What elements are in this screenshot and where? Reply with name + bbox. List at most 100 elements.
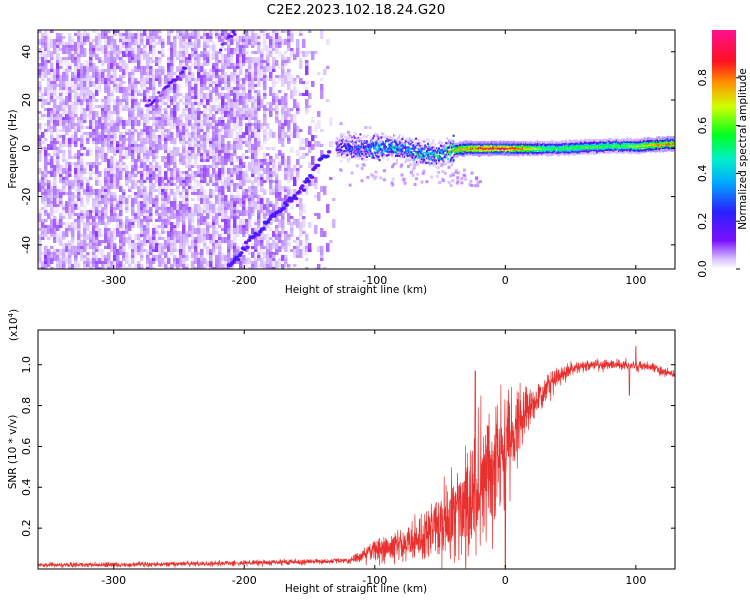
heatmap-cell	[80, 69, 84, 78]
heatmap-cell	[50, 258, 54, 264]
heatmap-cell	[200, 261, 204, 269]
heatmap-cell	[167, 255, 171, 258]
heatmap-cell	[167, 123, 171, 126]
heatmap-carrier-cell	[348, 133, 351, 136]
heatmap-cell	[233, 195, 237, 201]
heatmap-cell	[134, 267, 138, 269]
heatmap-cell	[438, 181, 442, 184]
heatmap-cell	[119, 195, 123, 201]
heatmap-carrier-cell	[438, 151, 441, 154]
heatmap-cell	[179, 171, 183, 180]
heatmap-cell	[194, 39, 198, 45]
heatmap-carrier-cell	[342, 153, 344, 156]
heatmap-cell	[125, 174, 129, 177]
heatmap-cell	[77, 126, 81, 129]
heatmap-cell	[197, 153, 201, 156]
heatmap-cell	[104, 261, 108, 264]
heatmap-cell	[95, 105, 99, 108]
heatmap-cell	[62, 249, 66, 258]
heatmap-cell	[257, 132, 261, 141]
heatmap-cell	[170, 174, 174, 177]
heatmap-carrier-cell	[438, 147, 440, 150]
heatmap-cell	[116, 57, 120, 60]
heatmap-cell	[302, 51, 306, 57]
heatmap-cell	[176, 36, 180, 39]
heatmap-cell	[179, 114, 183, 123]
heatmap-carrier-cell	[448, 161, 451, 164]
heatmap-cell	[308, 162, 312, 168]
heatmap-cell	[104, 84, 108, 93]
heatmap-cell	[239, 162, 243, 165]
heatmap-cell	[86, 192, 90, 195]
heatmap-cell	[134, 216, 138, 222]
heatmap-cell	[203, 63, 207, 66]
heatmap-cell	[47, 36, 51, 42]
heatmap-cell	[155, 126, 159, 129]
heatmap-cell	[188, 240, 192, 246]
heatmap-cell	[275, 45, 279, 48]
heatmap-cell	[113, 48, 117, 54]
heatmap-cell	[302, 39, 306, 48]
heatmap-cell	[257, 234, 261, 243]
heatmap-cell	[98, 33, 102, 42]
heatmap-cell	[110, 111, 114, 114]
heatmap-cell	[131, 102, 135, 111]
heatmap-cell	[167, 222, 171, 225]
heatmap-cell	[122, 75, 126, 78]
heatmap-cell	[263, 36, 267, 39]
heatmap-cell	[320, 30, 324, 39]
heatmap-cell	[320, 90, 324, 99]
heatmap-cell	[182, 162, 186, 165]
heatmap-cell	[98, 192, 102, 198]
heatmap-cell	[116, 255, 120, 261]
heatmap-cell	[128, 33, 132, 39]
heatmap-cell	[278, 36, 282, 45]
heatmap-cell	[185, 141, 189, 144]
heatmap-cell	[188, 249, 192, 252]
heatmap-cell	[176, 153, 180, 156]
heatmap-cell	[101, 114, 105, 117]
heatmap-cell	[44, 255, 48, 264]
heatmap-cell	[185, 78, 189, 84]
heatmap-cell	[436, 166, 440, 170]
heatmap-cell	[77, 138, 81, 141]
heatmap-cell	[179, 258, 183, 267]
heatmap-cell	[38, 228, 42, 231]
heatmap-cell	[44, 36, 48, 42]
heatmap-cell	[53, 228, 57, 234]
heatmap-cell	[173, 96, 177, 102]
heatmap-cell	[131, 132, 135, 135]
heatmap-cell	[413, 162, 417, 166]
heatmap-cell	[200, 66, 204, 72]
heatmap-cell	[242, 33, 246, 36]
heatmap-cell	[245, 42, 249, 45]
heatmap-cell	[95, 90, 99, 96]
heatmap-cell	[227, 258, 231, 261]
heatmap-cell	[218, 267, 222, 269]
heatmap-cell	[245, 150, 249, 153]
heatmap-cell	[89, 120, 93, 129]
heatmap-cell	[176, 66, 180, 72]
heatmap-cell	[158, 225, 162, 228]
heatmap-cell	[248, 135, 252, 144]
heatmap-track-cell	[245, 245, 250, 250]
heatmap-cell	[59, 243, 63, 246]
heatmap-cell	[62, 183, 66, 186]
heatmap-cell	[176, 96, 180, 99]
heatmap-cell	[155, 177, 159, 180]
heatmap-carrier-cell	[406, 158, 409, 162]
heatmap-cell	[86, 114, 90, 117]
heatmap-cell	[242, 243, 246, 246]
heatmap-cell	[74, 90, 78, 96]
heatmap-carrier-cell	[402, 156, 405, 159]
heatmap-cell	[305, 138, 309, 144]
heatmap-cell	[275, 189, 279, 198]
heatmap-cell	[224, 132, 228, 135]
heatmap-cell	[188, 105, 192, 108]
heatmap-cell	[296, 219, 300, 228]
heatmap-carrier-cell	[400, 154, 403, 158]
heatmap-cell	[122, 237, 126, 246]
heatmap-track-cell	[297, 190, 302, 194]
heatmap-cell	[128, 84, 132, 93]
heatmap-cell	[167, 72, 171, 75]
